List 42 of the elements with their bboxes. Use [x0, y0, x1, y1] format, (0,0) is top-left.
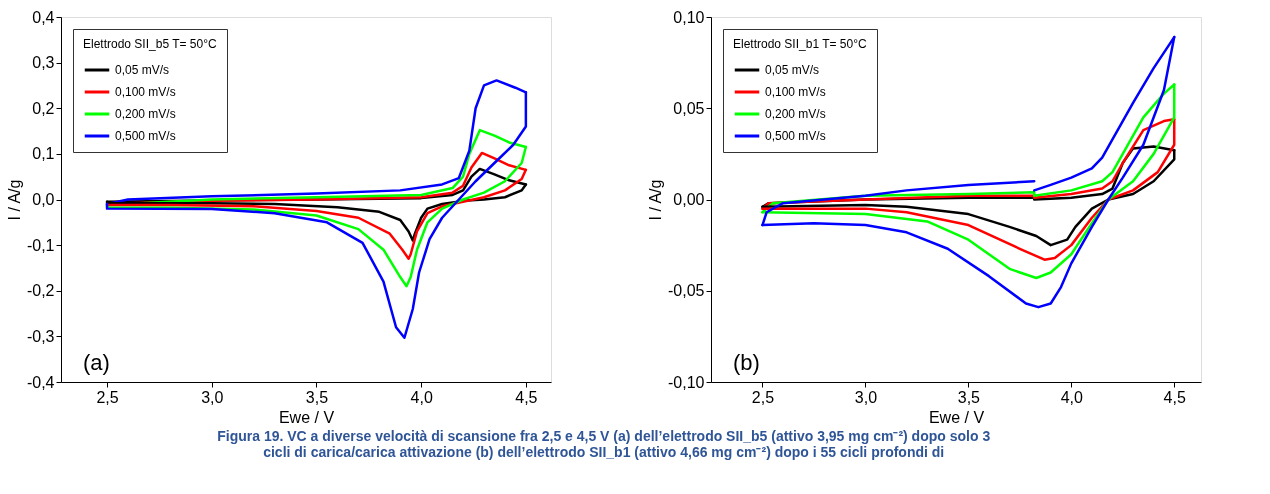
legend-title: Elettrodo SII_b5 T= 50°C	[83, 37, 217, 51]
x-tick-label: 4,0	[410, 388, 433, 406]
annotation: (b)	[733, 350, 760, 375]
y-tick-label: -0,3	[26, 327, 55, 345]
legend-title: Elettrodo SII_b1 T= 50°C	[733, 37, 867, 51]
text: cicli di carica/carica attivazione (b) dell’elettrodo SII_b1 (attivo 4,66 mg cm⁻²) dopo i 55 cicli profondi di	[263, 443, 945, 460]
legend-label: 0,100 mV/s	[765, 85, 826, 99]
x-tick-label: 3,0	[854, 388, 878, 406]
legend-label: 0,05 mV/s	[115, 63, 170, 77]
legend-label: 0,500 mV/s	[115, 129, 176, 143]
x-tick-label: 4,5	[515, 388, 538, 406]
y-tick-label: 0,10	[673, 8, 705, 26]
x-tick-label: 4,5	[1163, 388, 1186, 406]
legend-label: 0,200 mV/s	[115, 107, 176, 121]
x-tick-label: 3,5	[957, 388, 981, 406]
y-tick-label: 0,1	[32, 145, 55, 163]
legend-label: 0,200 mV/s	[765, 107, 826, 121]
y-tick-label: -0,05	[668, 282, 705, 300]
y-tick-label: 0,2	[32, 99, 55, 117]
x-axis-title: Ewe / V	[928, 408, 985, 426]
y-tick-label: 0,00	[673, 191, 705, 208]
x-tick-label: 3,5	[305, 388, 329, 406]
legend-label: 0,500 mV/s	[765, 129, 826, 143]
y-tick-label: 0,4	[32, 8, 55, 26]
x-tick-label: 2,5	[751, 388, 775, 406]
x-tick-label: 4,0	[1060, 388, 1084, 406]
y-axis-title: I / A/g	[647, 179, 665, 221]
text: Figura 19. VC a diverse velocità di scansione fra 2,5 e 4,5 V (a) dell’elettrodo SII_b5 (attivo 3,95 mg cm⁻²) dopo solo 3	[217, 427, 991, 444]
y-axis-title: I / A/g	[5, 179, 23, 221]
y-tick-label: -0,2	[26, 282, 55, 300]
y-tick-label: 0,0	[32, 191, 55, 208]
x-tick-label: 2,5	[96, 388, 119, 406]
y-tick-label: 0,3	[32, 54, 55, 72]
y-tick-label: -0,1	[26, 236, 55, 254]
annotation: (a)	[83, 350, 110, 375]
legend-label: 0,05 mV/s	[765, 63, 820, 77]
y-tick-label: -0,4	[26, 373, 55, 391]
x-axis-title: Ewe / V	[278, 408, 335, 426]
legend-label: 0,100 mV/s	[115, 85, 176, 99]
x-tick-label: 3,0	[201, 388, 224, 406]
y-tick-label: -0,10	[668, 373, 705, 391]
y-tick-label: 0,05	[673, 99, 705, 117]
